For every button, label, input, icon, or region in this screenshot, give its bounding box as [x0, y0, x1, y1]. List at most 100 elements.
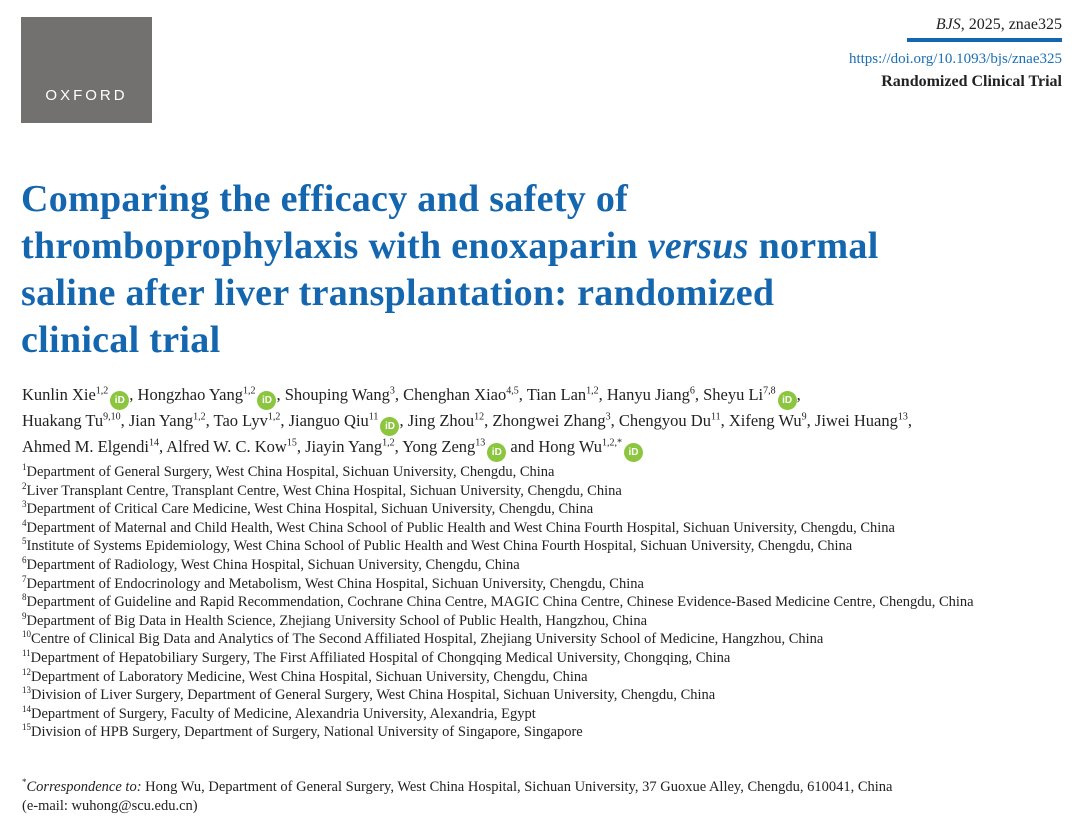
- affiliation-number: 10: [22, 629, 31, 640]
- affiliation-item: 12Department of Laboratory Medicine, Wes…: [22, 666, 1062, 687]
- affiliation-text: Division of HPB Surgery, Department of S…: [31, 724, 583, 741]
- affiliation-text: Department of Critical Care Medicine, We…: [26, 501, 594, 518]
- author-name: Kunlin Xie: [22, 385, 96, 404]
- correspondence: *Correspondence to: Hong Wu, Department …: [22, 773, 1062, 816]
- author-affil-sup: 1,2: [193, 411, 206, 423]
- affiliation-text: Institute of Systems Epidemiology, West …: [26, 538, 853, 555]
- article-meta: BJS, 2025, znae325 https://doi.org/10.10…: [849, 14, 1062, 92]
- author-name: Alfred W. C. Kow: [166, 437, 287, 456]
- affiliation-number: 13: [22, 685, 31, 696]
- affiliation-number: 12: [22, 666, 31, 677]
- oxford-logo: OXFORD: [21, 17, 152, 123]
- accent-bar: [907, 38, 1062, 42]
- affiliation-number: 14: [22, 703, 31, 714]
- author-affil-sup: 7,8: [763, 385, 776, 397]
- author-name: Tian Lan: [526, 385, 587, 404]
- affiliation-item: 11Department of Hepatobiliary Surgery, T…: [22, 649, 1062, 668]
- affiliation-number: 7: [22, 573, 27, 584]
- author-affil-sup: 14: [148, 437, 159, 449]
- affiliation-item: 1Department of General Surgery, West Chi…: [22, 463, 1062, 482]
- author-name: Jian Yang: [128, 411, 194, 430]
- affiliation-text: Department of Endocrinology and Metaboli…: [26, 575, 644, 592]
- orcid-icon[interactable]: iD: [380, 417, 400, 436]
- affiliation-item: 13Division of Liver Surgery, Department …: [22, 686, 1062, 705]
- affiliation-number: 3: [22, 499, 27, 510]
- affiliation-text: Department of Maternal and Child Health,…: [26, 519, 895, 536]
- affiliation-item: 14Department of Surgery, Faculty of Medi…: [22, 703, 1062, 724]
- affiliation-text: Liver Transplant Centre, Transplant Cent…: [26, 482, 622, 499]
- affiliation-item: 15Division of HPB Surgery, Department of…: [22, 723, 1062, 742]
- citation: BJS, 2025, znae325: [849, 14, 1062, 36]
- orcid-icon[interactable]: iD: [624, 443, 644, 462]
- title-italic: versus: [647, 225, 749, 267]
- affiliation-number: 15: [22, 722, 31, 733]
- affiliation-item: 8Department of Guideline and Rapid Recom…: [22, 593, 1062, 612]
- author-affil-sup: 3: [605, 411, 611, 423]
- corr-star: *: [22, 777, 27, 787]
- author-affil-sup: 9,10: [103, 411, 121, 423]
- affiliation-item: 9Department of Big Data in Health Scienc…: [22, 610, 1062, 631]
- author-name: Yong Zeng: [402, 437, 476, 456]
- author-name: Xifeng Wu: [728, 411, 802, 430]
- affiliation-item: 4Department of Maternal and Child Health…: [22, 517, 1062, 538]
- author-name: Tao Lyv: [213, 411, 268, 430]
- affiliation-number: 6: [22, 555, 27, 566]
- author-affil-sup: 6: [689, 385, 695, 397]
- logo-text: OXFORD: [45, 87, 128, 104]
- doi-link[interactable]: https://doi.org/10.1093/bjs/znae325: [848, 51, 1062, 67]
- author-name: Sheyu Li: [703, 385, 764, 404]
- affiliation-item: 7Department of Endocrinology and Metabol…: [22, 573, 1062, 594]
- affiliation-text: Department of Surgery, Faculty of Medici…: [31, 705, 536, 722]
- author-name: Jing Zhou: [407, 411, 475, 430]
- corr-label: Correspondence to:: [26, 778, 142, 795]
- author-name: Chengyou Du: [618, 411, 711, 430]
- corr-text: Hong Wu, Department of General Surgery, …: [141, 778, 893, 795]
- author-affil-sup: 1,2,*: [602, 437, 623, 449]
- author-affil-sup: 4,5: [506, 385, 519, 397]
- title-line: normal: [748, 225, 879, 267]
- corr-email[interactable]: (e-mail: wuhong@scu.edu.cn): [22, 797, 198, 814]
- author-affil-sup: 3: [389, 385, 395, 397]
- affiliation-text: Department of Laboratory Medicine, West …: [31, 668, 588, 685]
- affiliation-text: Department of Radiology, West China Hosp…: [26, 556, 520, 573]
- citation-rest: , 2025, znae325: [960, 16, 1062, 33]
- affiliation-number: 9: [22, 610, 27, 621]
- affiliation-number: 8: [22, 592, 27, 603]
- author-name: Shouping Wang: [284, 385, 390, 404]
- affiliation-number: 11: [22, 648, 31, 659]
- title-line: clinical trial: [21, 319, 221, 361]
- author-name: Hanyu Jiang: [606, 385, 690, 404]
- affiliation-text: Centre of Clinical Big Data and Analytic…: [31, 631, 824, 648]
- article-title: Comparing the efficacy and safety of thro…: [21, 176, 1061, 364]
- author-affil-sup: 1,2: [95, 385, 109, 397]
- author-affil-sup: 12: [474, 411, 485, 423]
- affiliation-item: 3Department of Critical Care Medicine, W…: [22, 500, 1062, 519]
- affiliation-item: 2Liver Transplant Centre, Transplant Cen…: [22, 480, 1062, 501]
- affiliation-number: 1: [22, 462, 27, 473]
- author-affil-sup: 13: [475, 437, 486, 449]
- title-line: thromboprophylaxis with enoxaparin: [21, 225, 648, 267]
- affiliation-item: 5Institute of Systems Epidemiology, West…: [22, 537, 1062, 556]
- author-name: Chenghan Xiao: [403, 385, 507, 404]
- author-name: Ahmed M. Elgendi: [22, 437, 149, 456]
- author-name: Zhongwei Zhang: [492, 411, 606, 430]
- author-affil-sup: 1,2: [382, 437, 395, 449]
- author-name: Jiayin Yang: [305, 437, 383, 456]
- article-type: Randomized Clinical Trial: [881, 73, 1062, 90]
- affiliation-text: Department of Hepatobiliary Surgery, The…: [30, 649, 731, 666]
- orcid-icon[interactable]: iD: [110, 391, 130, 410]
- author-name: Hongzhao Yang: [137, 385, 243, 404]
- title-line: Comparing the efficacy and safety of: [21, 178, 629, 220]
- affiliation-text: Department of General Surgery, West Chin…: [26, 464, 555, 480]
- author-affil-sup: 13: [897, 411, 908, 423]
- orcid-icon[interactable]: iD: [257, 391, 277, 410]
- affiliation-number: 2: [22, 480, 27, 491]
- orcid-icon[interactable]: iD: [487, 443, 507, 462]
- affiliation-text: Department of Guideline and Rapid Recomm…: [26, 594, 974, 611]
- affiliation-number: 4: [22, 517, 27, 528]
- author-name: Huakang Tu: [22, 411, 104, 430]
- author-affil-sup: 15: [286, 437, 297, 449]
- affiliation-text: Division of Liver Surgery, Department of…: [31, 687, 716, 704]
- affiliation-list: 1Department of General Surgery, West Chi…: [22, 463, 1062, 742]
- orcid-icon[interactable]: iD: [777, 391, 797, 410]
